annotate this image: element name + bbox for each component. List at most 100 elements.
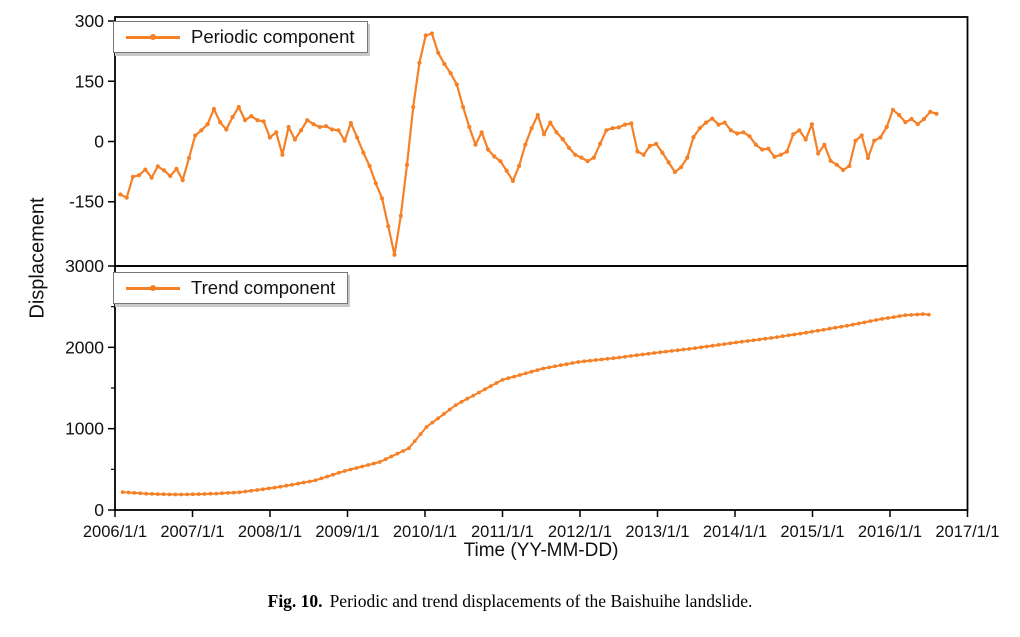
periodic-data-point <box>598 141 603 146</box>
periodic-data-point <box>853 138 858 143</box>
figure-caption-text: Periodic and trend displacements of the … <box>329 591 753 611</box>
periodic-data-point <box>323 124 329 129</box>
trend-data-point <box>675 348 680 353</box>
periodic-data-point <box>915 122 920 127</box>
periodic-data-point <box>242 118 248 123</box>
periodic-data-point <box>604 128 609 133</box>
displacement-chart: 300 150 0 -150 3000 2000 1000 0 2006/1/1 2007/1/1… <box>65 11 1000 541</box>
trend-data-point <box>266 486 271 491</box>
periodic-data-point <box>137 173 142 178</box>
periodic-data-point <box>224 127 229 132</box>
periodic-data-point <box>728 128 734 133</box>
trend-data-point <box>337 470 341 475</box>
x-tick-label: 2007/1/1 <box>160 523 224 541</box>
trend-data-point <box>523 371 528 376</box>
x-tick-label: 2013/1/1 <box>625 523 689 541</box>
trend-data-point <box>804 330 808 335</box>
trend-data-point <box>588 358 592 363</box>
periodic-data-point <box>647 143 653 148</box>
figure-caption: Fig. 10. Periodic and trend displacements… <box>0 591 1020 612</box>
trend-data-point <box>780 334 785 339</box>
trend-data-point <box>173 492 178 497</box>
periodic-data-point <box>485 147 491 152</box>
periodic-data-point <box>230 114 235 120</box>
periodic-data-point <box>616 125 621 130</box>
trend-data-point <box>494 381 499 385</box>
periodic-data-point <box>498 159 503 164</box>
periodic-data-point <box>236 104 241 110</box>
trend-data-point <box>833 325 838 330</box>
periodic-data-point <box>504 168 509 173</box>
periodic-data-point <box>448 71 453 76</box>
y-axis-label: Displacement <box>26 197 49 319</box>
periodic-data-point <box>679 165 684 170</box>
periodic-data-point <box>492 154 497 159</box>
periodic-data-point <box>317 124 322 130</box>
periodic-data-point <box>865 155 871 161</box>
trend-data-point <box>319 476 324 481</box>
trend-data-point <box>226 491 230 495</box>
trend-data-point <box>167 492 172 497</box>
x-tick-label: 2008/1/1 <box>238 523 302 541</box>
trend-data-point <box>313 478 318 483</box>
periodic-data-point <box>199 128 204 133</box>
trend-data-point <box>179 492 184 497</box>
trend-data-point <box>827 326 832 331</box>
periodic-data-point <box>286 124 291 130</box>
trend-data-point <box>126 490 131 495</box>
periodic-data-point <box>367 163 372 169</box>
periodic-data-point <box>211 106 216 112</box>
trend-data-point <box>880 317 884 321</box>
trend-data-point <box>740 339 744 344</box>
periodic-data-point <box>423 33 428 38</box>
periodic-data-point <box>392 252 397 257</box>
y-tick-label-periodic: 300 <box>75 11 104 31</box>
trend-data-point <box>377 460 382 464</box>
periodic-data-point <box>828 158 833 163</box>
trend-data-point <box>886 316 890 320</box>
trend-data-point <box>231 490 236 495</box>
trend-data-point <box>652 351 657 355</box>
periodic-data-point <box>791 132 796 137</box>
periodic-data-point <box>417 60 422 65</box>
trend-data-point <box>681 347 686 352</box>
trend-data-point <box>418 432 423 436</box>
trend-data-point <box>185 492 189 497</box>
trend-data-point <box>483 387 487 392</box>
periodic-data-point <box>479 130 484 135</box>
periodic-data-point <box>816 151 821 156</box>
periodic-data-point <box>398 213 403 218</box>
trend-data-point <box>646 351 651 356</box>
legend-trend: Trend component <box>113 272 349 304</box>
periodic-data-point <box>473 142 478 147</box>
trend-data-point <box>138 491 143 496</box>
periodic-data-point <box>280 152 285 157</box>
periodic-data-point <box>174 166 179 171</box>
periodic-data-point <box>436 50 441 55</box>
trend-data-point <box>868 319 873 323</box>
trend-data-point <box>331 472 335 477</box>
trend-data-point <box>395 451 400 456</box>
y-tick-label-trend: 2000 <box>65 337 104 357</box>
periodic-data-point <box>535 112 540 118</box>
trend-data-point <box>301 480 306 485</box>
trend-data-point <box>500 378 505 382</box>
periodic-data-point <box>143 167 148 172</box>
periodic-data-point <box>124 195 129 200</box>
trend-data-point <box>342 469 347 473</box>
trend-data-point <box>611 356 616 361</box>
trend-data-point <box>214 491 219 496</box>
trend-data-point <box>202 492 207 496</box>
trend-data-point <box>839 324 843 329</box>
trend-data-point <box>909 313 914 317</box>
y-tick-label-periodic: 0 <box>94 132 104 152</box>
periodic-data-point <box>878 135 883 140</box>
trend-data-point <box>307 479 312 484</box>
trend-data-point <box>553 364 557 369</box>
trend-data-point <box>161 492 166 497</box>
trend-data-point <box>196 492 201 496</box>
trend-data-point <box>897 314 902 318</box>
trend-data-point <box>757 337 762 342</box>
trend-data-point <box>629 354 633 358</box>
